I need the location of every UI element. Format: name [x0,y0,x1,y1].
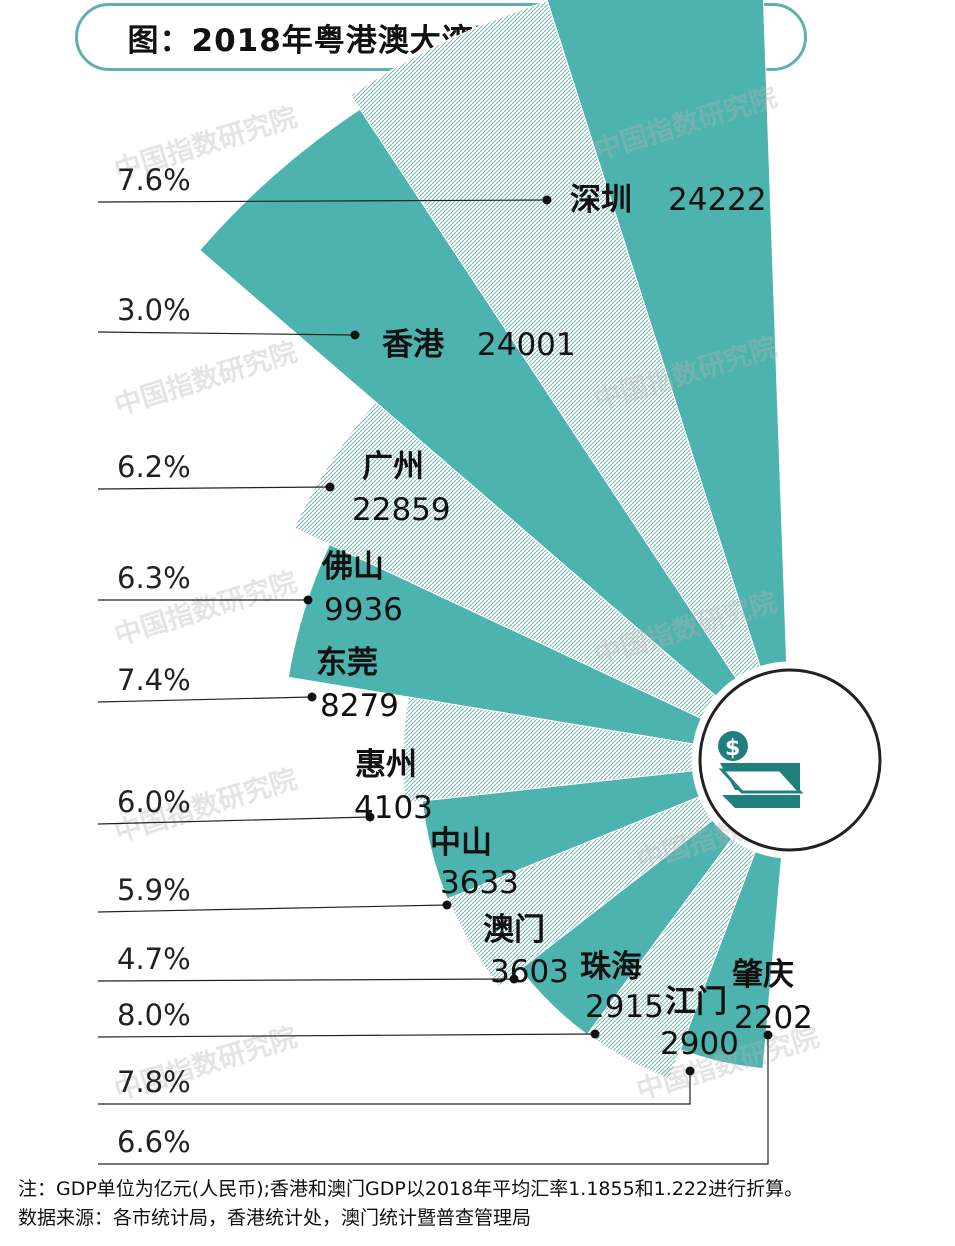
footnote: 注：GDP单位为亿元(人民币);香港和澳门GDP以2018年平均汇率1.1855… [18,1175,948,1233]
leader-line [97,331,356,336]
sector-4 [287,543,702,745]
leader-dot [442,900,452,910]
sector-9 [586,838,756,1080]
sector-group [199,0,788,1080]
city-name-label: 惠州 [355,747,417,783]
city-name-label: 佛山 [321,549,384,585]
leader-dot [350,330,360,340]
city-name-label: 中山 [430,825,492,861]
city-name-label: 广州 [362,449,424,485]
leader-line [97,904,448,913]
city-name-label: 肇庆 [732,957,794,993]
leader-line [97,199,548,203]
growth-rate-label: 7.6% [117,163,191,197]
growth-rate-label: 6.2% [117,450,191,484]
leader-line [98,1071,691,1105]
gdp-value-label: 24222 [668,182,767,218]
growth-rate-label: 6.0% [117,785,191,819]
sector-5 [402,696,694,804]
gdp-value-label: 4103 [354,790,433,826]
growth-label-group: 7.6% 3.0% 6.2% 6.3% 7.4% 6.0% 5.9% 4.7% 8.0% 7.8%… [117,163,191,1159]
growth-rate-label: 4.7% [117,942,191,976]
city-name-label: 江门 [665,984,727,1020]
leader-dot [685,1066,695,1076]
note-line: 注：GDP单位为亿元(人民币);香港和澳门GDP以2018年平均汇率1.1855… [18,1178,804,1200]
wallet-bottom-icon [722,795,800,808]
gdp-value-label: 24001 [477,327,576,363]
leader-dot [542,195,552,205]
leader-line [97,486,331,490]
sector-6 [421,770,700,900]
growth-rate-label: 6.3% [117,561,191,595]
leader-dot [307,692,317,702]
city-name-label: 香港 [382,327,445,363]
city-name-label: 珠海 [580,949,642,985]
growth-rate-label: 7.8% [117,1065,191,1099]
growth-rate-label: 8.0% [117,998,191,1032]
gdp-value-label: 2900 [660,1026,739,1062]
leader-dot [365,812,375,822]
sector-2 [199,108,737,697]
leader-line [97,1033,596,1038]
gdp-value-label: 3603 [490,954,569,990]
leader-dot [590,1029,600,1039]
gdp-value-label: 2915 [585,989,664,1025]
gdp-value-label: 22859 [352,492,451,528]
city-name-label: 澳门 [483,912,545,948]
city-name-label: 东莞 [316,645,378,681]
sector-3 [293,401,717,720]
watermark-text: 中国指数研究院 [111,336,301,422]
gdp-value-label: 3633 [440,865,519,901]
money-wallet-icon: $ [698,668,882,852]
city-label-group: 深圳 24222 香港 24001 广州 22859 佛山 9936 东莞 8279 惠州 4103中… [316,182,813,1062]
leader-dot [509,974,519,984]
wallet-card-icon [718,768,804,794]
dollar-sign-icon: $ [725,736,740,761]
source-line: 数据来源：各市统计局，香港统计处，澳门统计暨普查管理局 [18,1207,532,1229]
leader-line [97,696,313,703]
sector-10 [679,851,783,1070]
leader-dot [763,1030,773,1040]
growth-rate-label: 5.9% [117,873,191,907]
city-name-label: 深圳 [570,182,632,218]
leader-line [98,1035,769,1165]
growth-rate-label: 6.6% [117,1125,191,1159]
gdp-fan-chart: 中国指数研究院中国指数研究院中国指数研究院中国指数研究院中国指数研究院中国指数研… [97,0,882,1165]
leader-dot [325,482,335,492]
dollar-coin-icon [718,731,748,761]
gdp-value-label: 2202 [734,1000,813,1036]
sector-1 [350,0,761,679]
sector-0 [546,0,788,668]
sector-8 [519,819,733,1036]
leader-line [97,978,515,982]
leader-line-group [97,195,773,1165]
gdp-value-label: 9936 [324,592,403,628]
sector-7 [447,796,714,987]
leader-line [97,816,371,825]
gdp-value-label: 8279 [320,688,399,724]
leader-dot [303,595,313,605]
growth-rate-label: 7.4% [117,663,191,697]
growth-rate-label: 3.0% [117,293,191,327]
